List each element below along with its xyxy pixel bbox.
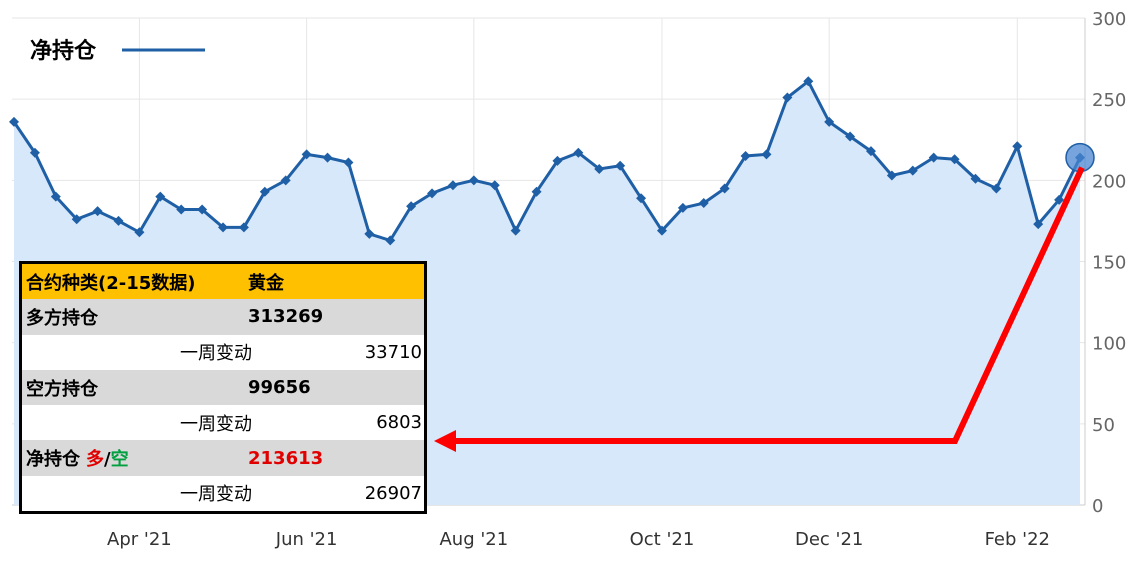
line [12, 79, 1082, 243]
marker [698, 198, 709, 209]
marker [406, 201, 417, 212]
marker [656, 225, 667, 236]
marker [573, 147, 584, 158]
marker [991, 183, 1002, 194]
x-tick-label: Feb '22 [985, 529, 1050, 550]
arrow-head [434, 430, 456, 452]
data-table: 合约种类(2-15数据) 黄金 多方持仓 313269 一周变动 33710 空方持仓… [19, 261, 427, 515]
table-cell: 合约种类(2-15数据) [26, 272, 196, 294]
table-cell: 黄金 [248, 272, 284, 294]
marker [1033, 219, 1044, 230]
marker [385, 235, 396, 246]
marker [677, 202, 688, 213]
label-part: 多 [86, 449, 104, 471]
table-cell: 26907 [364, 482, 422, 504]
marker [113, 215, 124, 226]
y-tick-label: 0 [1092, 496, 1103, 517]
marker [427, 188, 438, 199]
marker [1054, 194, 1065, 205]
table-cell: 6803 [376, 412, 422, 434]
table-cell: 空方持仓 [26, 378, 98, 400]
marker [29, 147, 40, 158]
marker [803, 76, 814, 87]
x-tick-label: Apr '21 [107, 529, 172, 550]
marker [636, 193, 647, 204]
marker [782, 92, 793, 103]
marker [364, 228, 375, 239]
label-part: / [104, 449, 111, 471]
marker [343, 157, 354, 168]
marker [489, 180, 500, 191]
x-tick-label: Aug '21 [439, 529, 508, 550]
marker [301, 149, 312, 160]
table-cell: 一周变动 [180, 484, 252, 506]
marker [218, 222, 229, 233]
marker [238, 222, 249, 233]
marker [845, 131, 856, 142]
marker [71, 214, 82, 225]
table-cell: 一周变动 [180, 343, 252, 365]
marker [259, 186, 270, 197]
marker [531, 186, 542, 197]
marker [865, 146, 876, 157]
table-cell: 213613 [248, 447, 324, 469]
marker [280, 175, 291, 186]
marker [134, 227, 145, 238]
marker [468, 175, 479, 186]
label-part: 净持仓 [26, 449, 80, 471]
table-cell: 313269 [248, 306, 324, 328]
legend-label: 净持仓 [30, 38, 97, 64]
marker [594, 163, 605, 174]
table-header: 合约种类(2-15数据) 黄金 [22, 264, 424, 300]
marker [510, 225, 521, 236]
annotation-arrow [450, 166, 1085, 444]
table-cell: 99656 [248, 377, 311, 399]
y-tick-label: 300 [1092, 9, 1126, 30]
table-cell: 多方持仓 [26, 307, 98, 329]
marker [615, 160, 626, 171]
marker [740, 150, 751, 161]
marker [155, 191, 166, 202]
marker [176, 204, 187, 215]
table-cell: 一周变动 [180, 413, 252, 435]
marker [886, 170, 897, 181]
y-tick-label: 150 [1092, 253, 1126, 274]
y-tick-label: 100 [1092, 334, 1126, 355]
marker [1012, 141, 1023, 152]
y-tick-label: 200 [1092, 171, 1126, 192]
table-cell: 净持仓 多/空 [22, 445, 248, 471]
x-tick-label: Oct '21 [630, 529, 695, 550]
label-part: 空 [110, 449, 129, 471]
marker [92, 206, 103, 217]
marker [970, 173, 981, 184]
y-tick-label: 250 [1092, 90, 1126, 111]
marker [50, 191, 61, 202]
marker [824, 116, 835, 127]
y-tick-label: 50 [1092, 415, 1115, 436]
marker [9, 116, 19, 127]
marker [719, 183, 730, 194]
marker [447, 180, 458, 191]
table-cell: 33710 [364, 341, 422, 363]
marker [907, 165, 918, 176]
marker [552, 155, 563, 166]
marker [322, 152, 333, 163]
marker [928, 152, 939, 163]
marker [197, 204, 208, 215]
x-tick-label: Dec '21 [795, 529, 863, 550]
marker [761, 149, 772, 160]
marker [949, 154, 960, 165]
x-tick-label: Jun '21 [275, 529, 338, 550]
